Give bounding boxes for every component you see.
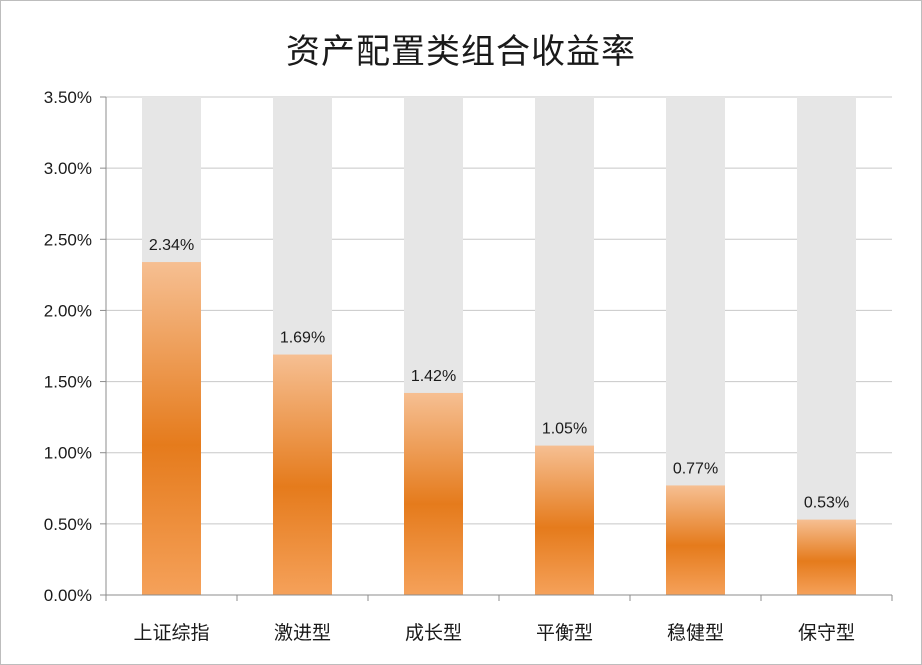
axes xyxy=(100,96,893,601)
gridlines xyxy=(106,96,892,525)
data-label: 0.53% xyxy=(804,495,849,512)
y-tick-label: 0.00% xyxy=(44,586,92,605)
y-tick-label: 1.50% xyxy=(44,373,92,392)
y-tick-label: 3.50% xyxy=(44,88,92,107)
x-tick-label: 保守型 xyxy=(798,622,855,644)
x-tick-label: 激进型 xyxy=(274,622,331,644)
data-label: 1.05% xyxy=(542,421,587,438)
x-tick-label: 上证综指 xyxy=(133,622,209,644)
data-label: 1.42% xyxy=(411,368,456,385)
x-tick-label: 稳健型 xyxy=(667,622,724,644)
chart-title: 资产配置类组合收益率 xyxy=(286,32,636,72)
data-label: 2.34% xyxy=(149,237,194,254)
background-bar xyxy=(797,97,856,595)
y-tick-label: 2.50% xyxy=(44,230,92,249)
bar xyxy=(404,392,463,595)
bar xyxy=(273,354,332,595)
y-tick-label: 2.00% xyxy=(44,301,92,320)
labels: 0.00% 0.50% 1.00% 1.50% 2.00% 2.50% 3.00% 3.50%… xyxy=(44,88,855,644)
bar xyxy=(535,445,594,595)
bar xyxy=(666,485,725,595)
data-label: 1.69% xyxy=(280,330,325,347)
y-tick-label: 0.50% xyxy=(44,515,92,534)
y-tick-label: 3.00% xyxy=(44,159,92,178)
background-bars xyxy=(142,97,856,595)
bars xyxy=(142,262,856,595)
x-tick-label: 成长型 xyxy=(405,622,462,644)
data-label: 0.77% xyxy=(673,460,718,477)
x-tick-label: 平衡型 xyxy=(536,622,593,644)
y-tick-label: 1.00% xyxy=(44,444,92,463)
bar xyxy=(797,519,856,595)
bar xyxy=(142,262,201,595)
